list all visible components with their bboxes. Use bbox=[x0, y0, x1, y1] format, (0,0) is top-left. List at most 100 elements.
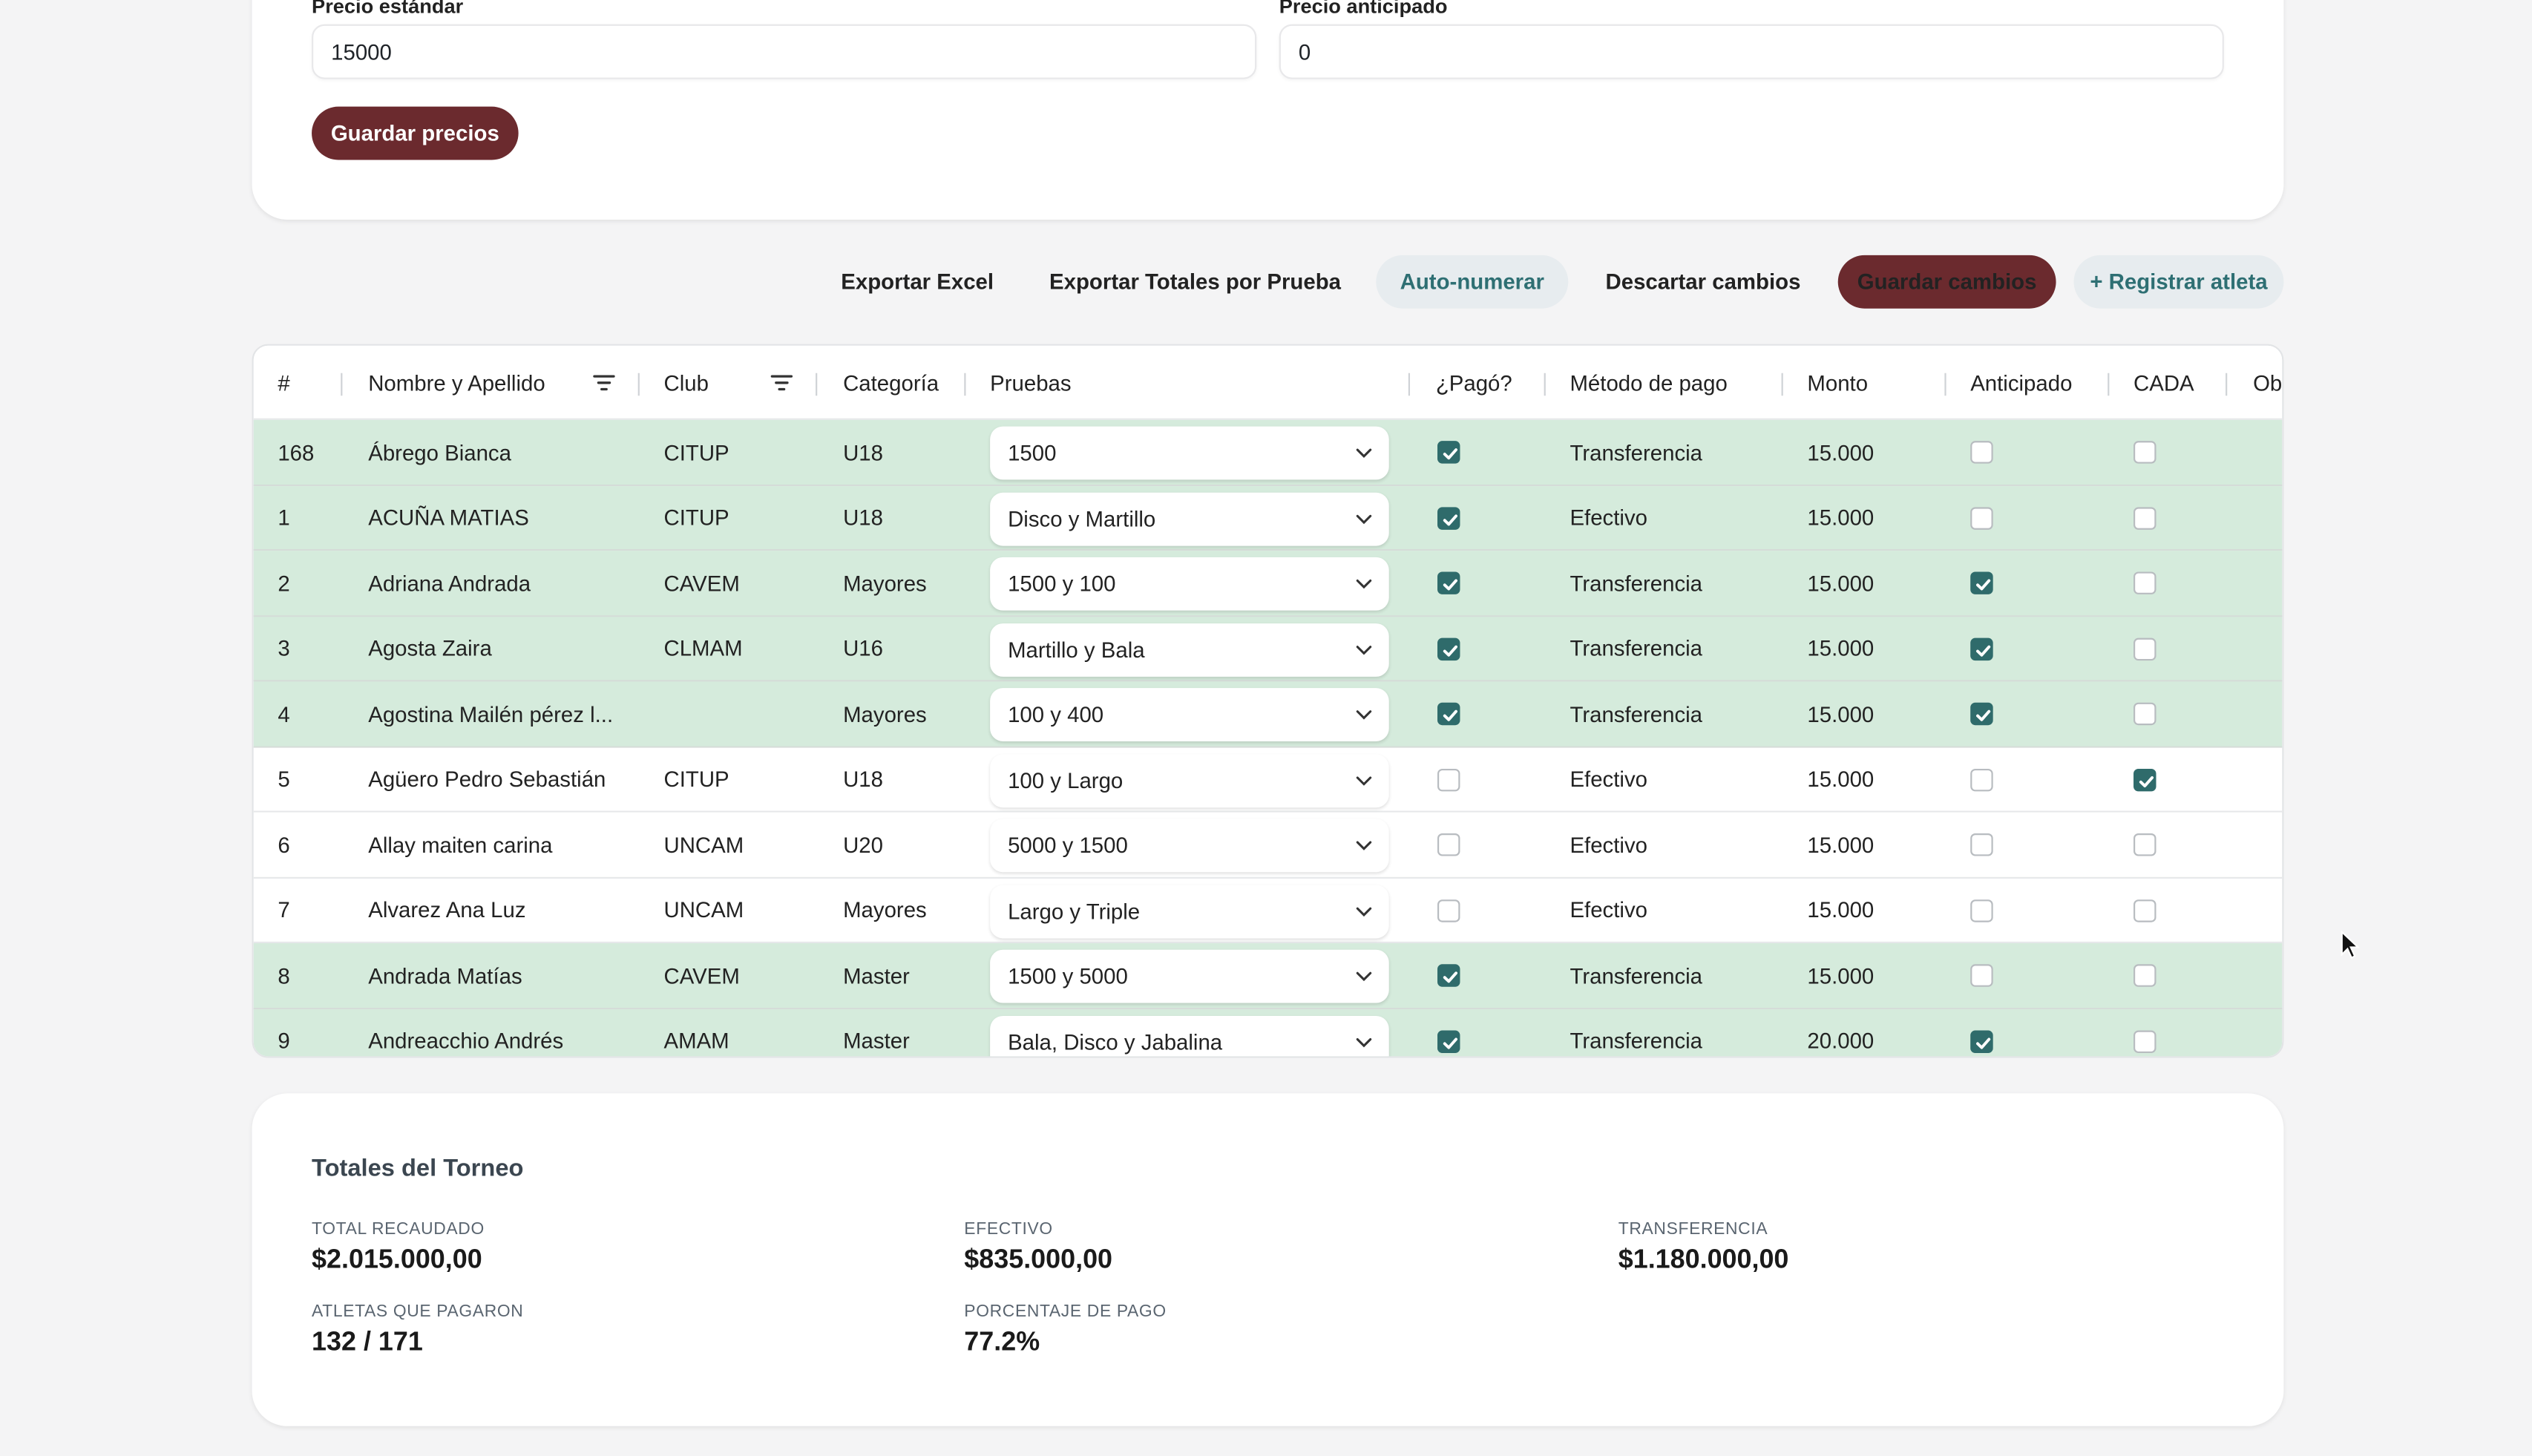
export-totals-button[interactable]: Exportar Totales por Prueba bbox=[1049, 269, 1341, 295]
paid-checkbox[interactable] bbox=[1437, 964, 1460, 987]
paid-checkbox[interactable] bbox=[1437, 899, 1460, 922]
early-checkbox[interactable] bbox=[1970, 833, 1993, 856]
events-select[interactable]: Bala, Disco y Jabalina bbox=[990, 1014, 1389, 1057]
events-select[interactable]: Disco y Martillo bbox=[990, 491, 1389, 545]
standard-price-label: Precio estándar bbox=[312, 0, 464, 18]
col-early[interactable]: Anticipado bbox=[1970, 370, 2073, 396]
amount[interactable]: 15.000 bbox=[1807, 636, 1875, 661]
register-athlete-button[interactable]: + Registrar atleta bbox=[2073, 255, 2284, 309]
col-paid[interactable]: ¿Pagó? bbox=[1435, 370, 1512, 396]
cada-checkbox[interactable] bbox=[2133, 702, 2157, 726]
early-price-input[interactable]: 0 bbox=[1279, 24, 2224, 79]
standard-price-input[interactable]: 15000 bbox=[312, 24, 1257, 79]
paid-checkbox[interactable] bbox=[1437, 506, 1460, 529]
filter-icon[interactable] bbox=[770, 372, 793, 394]
cada-checkbox[interactable] bbox=[2133, 506, 2157, 529]
events-select-value: Disco y Martillo bbox=[1008, 506, 1156, 531]
col-category[interactable]: Categoría bbox=[843, 370, 939, 396]
payment-method[interactable]: Transferencia bbox=[1570, 1029, 1703, 1054]
col-num[interactable]: # bbox=[278, 370, 290, 396]
early-checkbox[interactable] bbox=[1970, 767, 1993, 791]
events-select[interactable]: 1500 bbox=[990, 426, 1389, 480]
paid-checkbox[interactable] bbox=[1437, 833, 1460, 856]
early-checkbox[interactable] bbox=[1970, 441, 1993, 464]
amount[interactable]: 15.000 bbox=[1807, 832, 1875, 857]
amount[interactable]: 15.000 bbox=[1807, 571, 1875, 596]
amount[interactable]: 15.000 bbox=[1807, 505, 1875, 530]
row-number: 3 bbox=[278, 636, 290, 661]
early-checkbox[interactable] bbox=[1970, 964, 1993, 987]
early-checkbox[interactable] bbox=[1970, 1029, 1993, 1052]
early-checkbox[interactable] bbox=[1970, 506, 1993, 529]
payment-method[interactable]: Transferencia bbox=[1570, 440, 1703, 465]
payment-method[interactable]: Efectivo bbox=[1570, 505, 1647, 530]
payment-method[interactable]: Efectivo bbox=[1570, 832, 1647, 857]
paid-checkbox[interactable] bbox=[1437, 702, 1460, 726]
events-select[interactable]: 1500 y 100 bbox=[990, 557, 1389, 611]
events-select[interactable]: 100 y 400 bbox=[990, 688, 1389, 741]
payment-method[interactable]: Efectivo bbox=[1570, 767, 1647, 792]
tournament-totals-card: Totales del Torneo TOTAL RECAUDADO $2.01… bbox=[252, 1093, 2284, 1426]
row-number: 8 bbox=[278, 963, 290, 988]
amount[interactable]: 15.000 bbox=[1807, 701, 1875, 727]
save-prices-button[interactable]: Guardar precios bbox=[312, 106, 519, 160]
standard-price-value: 15000 bbox=[331, 39, 392, 64]
events-select-value: 100 y Largo bbox=[1008, 767, 1124, 793]
cash-value: $835.000,00 bbox=[964, 1245, 1113, 1275]
paid-checkbox[interactable] bbox=[1437, 637, 1460, 660]
cada-checkbox[interactable] bbox=[2133, 571, 2157, 594]
payment-method[interactable]: Transferencia bbox=[1570, 963, 1703, 988]
early-checkbox[interactable] bbox=[1970, 637, 1993, 660]
paid-checkbox[interactable] bbox=[1437, 571, 1460, 594]
events-select-value: 1500 bbox=[1008, 441, 1057, 465]
events-select[interactable]: 100 y Largo bbox=[990, 753, 1389, 807]
early-price-label: Precio anticipado bbox=[1279, 0, 1448, 18]
amount[interactable]: 15.000 bbox=[1807, 440, 1875, 465]
payment-method[interactable]: Transferencia bbox=[1570, 636, 1703, 661]
cada-checkbox[interactable] bbox=[2133, 1029, 2157, 1052]
table-row: 9 Andreacchio Andrés AMAM Master Bala, Disco… bbox=[253, 1009, 2283, 1057]
early-checkbox[interactable] bbox=[1970, 899, 1993, 922]
events-select[interactable]: 1500 y 5000 bbox=[990, 949, 1389, 1003]
auto-number-button[interactable]: Auto-numerar bbox=[1376, 255, 1569, 309]
amount[interactable]: 15.000 bbox=[1807, 898, 1875, 922]
cada-checkbox[interactable] bbox=[2133, 767, 2157, 791]
paid-checkbox[interactable] bbox=[1437, 441, 1460, 464]
payment-method[interactable]: Transferencia bbox=[1570, 571, 1703, 596]
amount[interactable]: 15.000 bbox=[1807, 963, 1875, 988]
filter-icon[interactable] bbox=[593, 372, 615, 394]
col-amount[interactable]: Monto bbox=[1807, 370, 1869, 396]
events-select[interactable]: Largo y Triple bbox=[990, 884, 1389, 938]
cada-checkbox[interactable] bbox=[2133, 833, 2157, 856]
paid-checkbox[interactable] bbox=[1437, 1029, 1460, 1052]
early-checkbox[interactable] bbox=[1970, 702, 1993, 726]
cada-checkbox[interactable] bbox=[2133, 637, 2157, 660]
row-number: 2 bbox=[278, 571, 290, 596]
col-club[interactable]: Club bbox=[663, 370, 709, 396]
paid-checkbox[interactable] bbox=[1437, 767, 1460, 791]
price-settings-card: Precio estándar 15000 Precio anticipado … bbox=[252, 0, 2284, 220]
col-method[interactable]: Método de pago bbox=[1570, 370, 1728, 396]
chevron-down-icon bbox=[1356, 645, 1372, 655]
cada-checkbox[interactable] bbox=[2133, 899, 2157, 922]
payment-method[interactable]: Transferencia bbox=[1570, 701, 1703, 727]
amount[interactable]: 15.000 bbox=[1807, 767, 1875, 792]
cada-checkbox[interactable] bbox=[2133, 441, 2157, 464]
athlete-category: Mayores bbox=[843, 571, 927, 596]
cada-checkbox[interactable] bbox=[2133, 964, 2157, 987]
events-select[interactable]: Martillo y Bala bbox=[990, 623, 1389, 676]
athlete-club: CITUP bbox=[663, 440, 729, 465]
events-select-value: 1500 y 100 bbox=[1008, 571, 1116, 597]
amount[interactable]: 20.000 bbox=[1807, 1029, 1875, 1054]
discard-changes-button[interactable]: Descartar cambios bbox=[1605, 269, 1801, 295]
col-events[interactable]: Pruebas bbox=[990, 370, 1072, 396]
col-cada[interactable]: CADA bbox=[2133, 370, 2194, 396]
chevron-down-icon bbox=[1356, 1037, 1372, 1047]
early-checkbox[interactable] bbox=[1970, 571, 1993, 594]
save-changes-button[interactable]: Guardar cambios bbox=[1837, 255, 2056, 309]
col-obs[interactable]: Ob bbox=[2253, 370, 2283, 396]
events-select[interactable]: 5000 y 1500 bbox=[990, 819, 1389, 873]
export-excel-button[interactable]: Exportar Excel bbox=[841, 269, 994, 295]
col-name[interactable]: Nombre y Apellido bbox=[368, 370, 545, 396]
payment-method[interactable]: Efectivo bbox=[1570, 898, 1647, 922]
